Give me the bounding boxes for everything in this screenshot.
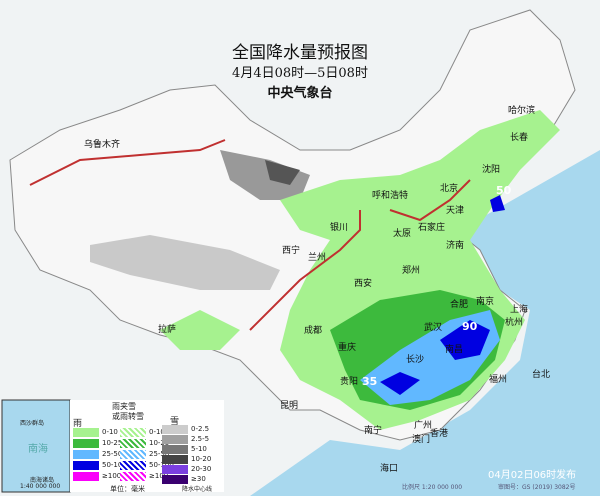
legend-label: 25-50 (149, 450, 170, 458)
city-label: 银川 (330, 223, 349, 233)
legend-sleet-title: 雨夹雪 或雨转雪 (112, 402, 144, 421)
legend-swatch (162, 465, 188, 474)
shear-line-north (29, 139, 226, 186)
city-label: 贵阳 (340, 377, 359, 387)
legend-swatch (73, 461, 99, 470)
city-label: 天津 (446, 206, 465, 216)
legend-label: 20-30 (191, 465, 212, 473)
legend-label: 10-20 (191, 455, 212, 463)
city-label: 福州 (489, 375, 508, 385)
legend-swatch (120, 439, 146, 448)
city-label: 上海 (510, 305, 529, 315)
legend-snow-title: 雪 (170, 417, 180, 427)
city-label: 呼和浩特 (372, 191, 409, 201)
legend-swatch (162, 435, 188, 444)
city-label: 澳门 (412, 435, 431, 445)
legend-label: 10-25 (149, 439, 170, 447)
city-label: 海口 (380, 464, 399, 474)
city-label: 太原 (393, 229, 412, 239)
legend-label: 25-50 (102, 450, 123, 458)
snow-zone-north (220, 150, 310, 200)
city-label: 武汉 (424, 323, 443, 333)
city-label: 兰州 (308, 253, 327, 263)
inset-scale: 1:40 000 000 (20, 483, 61, 490)
legend-label: ≥100 (102, 472, 122, 480)
legend-swatch (73, 439, 99, 448)
city-label: 香港 (430, 429, 449, 439)
inset-map (1, 399, 71, 493)
legend-swatch (120, 450, 146, 459)
legend-swatch (120, 461, 146, 470)
city-label: 乌鲁木齐 (84, 140, 121, 150)
shear-line-mid (249, 210, 361, 331)
legend-label: 0-10 (149, 428, 165, 436)
peak-label: 90 (462, 320, 478, 333)
legend-swatch (73, 450, 99, 459)
legend-label: ≥100 (149, 472, 169, 480)
city-label: 南宁 (364, 426, 383, 436)
legend-label: ≥30 (191, 475, 206, 483)
agency: 中央气象台 (267, 86, 333, 101)
city-label: 重庆 (338, 343, 357, 353)
legend-rain-title: 雨 (73, 419, 83, 429)
city-label: 哈尔滨 (508, 106, 536, 116)
city-label: 长沙 (406, 355, 425, 365)
legend-label: 0-2.5 (191, 425, 210, 433)
city-label: 拉萨 (158, 325, 177, 335)
snow-dark (265, 160, 300, 185)
rainstorm-zone-2 (380, 372, 420, 395)
city-label: 石家庄 (418, 223, 446, 233)
legend-swatch (162, 475, 188, 484)
inset-sea: 南海 (28, 444, 48, 455)
inset-label: 南海诸岛 (30, 477, 55, 484)
city-label: 杭州 (505, 318, 524, 328)
map-scale: 比例尺 1:20 000 000 (402, 484, 463, 491)
legend-label: 2.5-5 (191, 435, 210, 443)
legend-label: 0-10 (102, 428, 118, 436)
legend-label: 10-25 (102, 439, 123, 447)
legend-front: 降水中心线 (182, 486, 213, 493)
map-number: 审图号：GS (2019) 3082号 (498, 484, 576, 491)
legend-swatch (120, 428, 146, 437)
snow-zone-west (90, 235, 280, 290)
legend-label: 5-10 (191, 445, 207, 453)
rainstorm-zone (440, 320, 490, 360)
shear-line-east (389, 179, 471, 222)
legend-swatch (162, 425, 188, 434)
city-label: 济南 (446, 241, 465, 251)
legend-swatch (162, 455, 188, 464)
issued-time: 04月02日06时发布 (488, 470, 577, 481)
rainstorm-zone-3 (490, 195, 505, 212)
city-label: 沈阳 (482, 165, 501, 175)
forecast-period: 4月4日08时—5日08时 (232, 66, 368, 81)
legend-unit: 单位：毫米 (110, 485, 145, 493)
legend-swatch (120, 472, 146, 481)
city-label: 南昌 (445, 345, 464, 355)
city-label: 成都 (304, 326, 323, 336)
city-label: 郑州 (402, 266, 421, 276)
peak-label: 35 (362, 375, 378, 388)
legend-label: 50-100 (102, 461, 127, 469)
city-label: 长春 (510, 133, 529, 143)
legend-swatch (73, 428, 99, 437)
inset-islands: 西沙群岛 (20, 420, 45, 427)
city-label: 南京 (476, 297, 495, 307)
city-label: 西安 (354, 279, 373, 289)
city-label: 昆明 (280, 401, 299, 411)
city-label: 广州 (414, 421, 433, 431)
sea (250, 150, 600, 496)
city-label: 合肥 (450, 300, 469, 310)
peak-label: 50 (496, 184, 512, 197)
legend-swatch (162, 445, 188, 454)
light-rain-south (160, 310, 240, 350)
city-label: 北京 (440, 184, 459, 194)
city-label: 台北 (532, 370, 551, 380)
map-title: 全国降水量预报图 (232, 43, 368, 63)
legend-swatch (73, 472, 99, 481)
legend-label: 50-100 (149, 461, 174, 469)
city-label: 西宁 (282, 246, 301, 256)
